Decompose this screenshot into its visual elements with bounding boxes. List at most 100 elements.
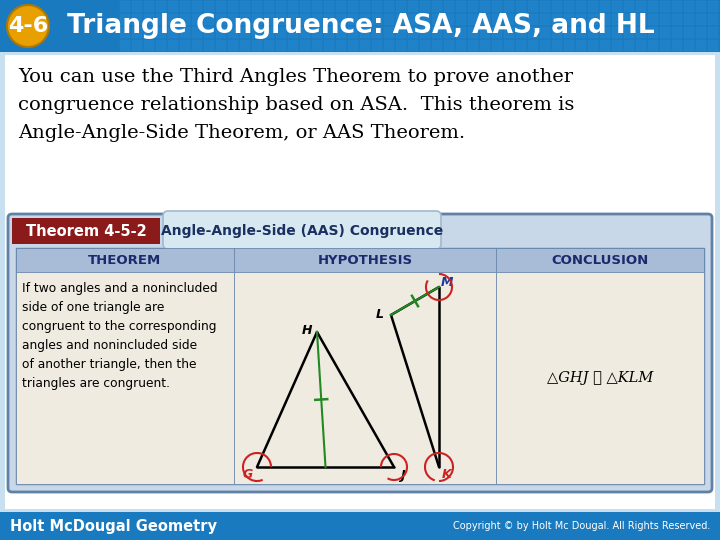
FancyBboxPatch shape [16, 272, 234, 484]
FancyBboxPatch shape [360, 14, 370, 25]
FancyBboxPatch shape [324, 40, 334, 51]
FancyBboxPatch shape [276, 14, 286, 25]
FancyBboxPatch shape [372, 14, 382, 25]
FancyBboxPatch shape [408, 1, 418, 12]
FancyBboxPatch shape [264, 14, 274, 25]
FancyBboxPatch shape [624, 27, 634, 38]
FancyBboxPatch shape [696, 40, 706, 51]
FancyBboxPatch shape [156, 14, 166, 25]
Text: Copyright © by Holt Mc Dougal. All Rights Reserved.: Copyright © by Holt Mc Dougal. All Right… [453, 521, 710, 531]
FancyBboxPatch shape [132, 14, 142, 25]
FancyBboxPatch shape [468, 27, 478, 38]
FancyBboxPatch shape [216, 40, 226, 51]
FancyBboxPatch shape [300, 27, 310, 38]
FancyBboxPatch shape [216, 1, 226, 12]
FancyBboxPatch shape [576, 27, 586, 38]
FancyBboxPatch shape [336, 27, 346, 38]
FancyBboxPatch shape [252, 1, 262, 12]
Text: △GHJ ≅ △KLM: △GHJ ≅ △KLM [546, 371, 653, 385]
FancyBboxPatch shape [444, 40, 454, 51]
FancyBboxPatch shape [456, 1, 466, 12]
FancyBboxPatch shape [156, 1, 166, 12]
FancyBboxPatch shape [240, 1, 250, 12]
FancyBboxPatch shape [144, 40, 154, 51]
Text: Theorem 4-5-2: Theorem 4-5-2 [26, 224, 146, 239]
FancyBboxPatch shape [168, 40, 178, 51]
FancyBboxPatch shape [348, 27, 358, 38]
FancyBboxPatch shape [612, 27, 622, 38]
FancyBboxPatch shape [120, 1, 130, 12]
FancyBboxPatch shape [708, 40, 718, 51]
FancyBboxPatch shape [16, 248, 234, 272]
Text: J: J [400, 469, 405, 482]
Text: Triangle Congruence: ASA, AAS, and HL: Triangle Congruence: ASA, AAS, and HL [58, 13, 654, 39]
FancyBboxPatch shape [120, 27, 130, 38]
FancyBboxPatch shape [444, 1, 454, 12]
FancyBboxPatch shape [228, 14, 238, 25]
FancyBboxPatch shape [564, 14, 574, 25]
FancyBboxPatch shape [420, 40, 430, 51]
FancyBboxPatch shape [216, 27, 226, 38]
FancyBboxPatch shape [588, 40, 598, 51]
FancyBboxPatch shape [192, 40, 202, 51]
Text: H: H [302, 323, 312, 336]
FancyBboxPatch shape [252, 14, 262, 25]
Text: G: G [243, 469, 253, 482]
FancyBboxPatch shape [432, 1, 442, 12]
FancyBboxPatch shape [684, 40, 694, 51]
FancyBboxPatch shape [234, 272, 496, 484]
FancyBboxPatch shape [144, 1, 154, 12]
FancyBboxPatch shape [696, 1, 706, 12]
FancyBboxPatch shape [540, 27, 550, 38]
FancyBboxPatch shape [636, 27, 646, 38]
FancyBboxPatch shape [0, 52, 720, 512]
FancyBboxPatch shape [600, 40, 610, 51]
FancyBboxPatch shape [5, 55, 715, 509]
FancyBboxPatch shape [324, 14, 334, 25]
FancyBboxPatch shape [408, 40, 418, 51]
FancyBboxPatch shape [576, 1, 586, 12]
FancyBboxPatch shape [456, 27, 466, 38]
FancyBboxPatch shape [492, 14, 502, 25]
FancyBboxPatch shape [660, 27, 670, 38]
FancyBboxPatch shape [324, 1, 334, 12]
FancyBboxPatch shape [456, 14, 466, 25]
FancyBboxPatch shape [0, 0, 720, 52]
FancyBboxPatch shape [612, 40, 622, 51]
Text: Angle-Angle-Side Theorem, or AAS Theorem.: Angle-Angle-Side Theorem, or AAS Theorem… [18, 124, 465, 142]
FancyBboxPatch shape [552, 14, 562, 25]
FancyBboxPatch shape [396, 27, 406, 38]
FancyBboxPatch shape [600, 1, 610, 12]
FancyBboxPatch shape [588, 1, 598, 12]
FancyBboxPatch shape [648, 1, 658, 12]
FancyBboxPatch shape [576, 14, 586, 25]
FancyBboxPatch shape [360, 27, 370, 38]
Text: Angle-Angle-Side (AAS) Congruence: Angle-Angle-Side (AAS) Congruence [161, 224, 443, 238]
FancyBboxPatch shape [144, 27, 154, 38]
FancyBboxPatch shape [612, 1, 622, 12]
FancyBboxPatch shape [288, 14, 298, 25]
FancyBboxPatch shape [480, 27, 490, 38]
FancyBboxPatch shape [708, 27, 718, 38]
FancyBboxPatch shape [180, 1, 190, 12]
FancyBboxPatch shape [156, 27, 166, 38]
FancyBboxPatch shape [624, 14, 634, 25]
FancyBboxPatch shape [216, 14, 226, 25]
FancyBboxPatch shape [384, 1, 394, 12]
FancyBboxPatch shape [168, 27, 178, 38]
FancyBboxPatch shape [336, 1, 346, 12]
FancyBboxPatch shape [348, 1, 358, 12]
FancyBboxPatch shape [496, 272, 704, 484]
FancyBboxPatch shape [540, 1, 550, 12]
Text: 4-6: 4-6 [8, 16, 48, 36]
Text: Holt McDougal Geometry: Holt McDougal Geometry [10, 518, 217, 534]
FancyBboxPatch shape [588, 27, 598, 38]
FancyBboxPatch shape [684, 1, 694, 12]
FancyBboxPatch shape [708, 1, 718, 12]
FancyBboxPatch shape [516, 1, 526, 12]
FancyBboxPatch shape [204, 14, 214, 25]
FancyBboxPatch shape [300, 14, 310, 25]
FancyBboxPatch shape [396, 1, 406, 12]
FancyBboxPatch shape [496, 248, 704, 272]
FancyBboxPatch shape [264, 27, 274, 38]
